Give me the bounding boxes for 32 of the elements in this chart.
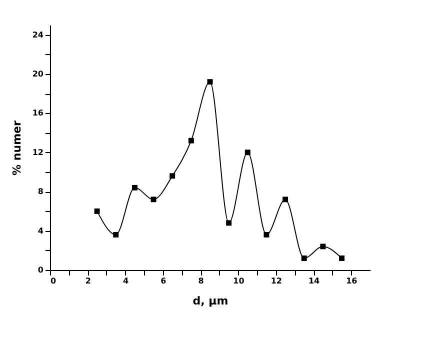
point [226, 220, 232, 226]
y-tick-label: 12 [32, 148, 44, 157]
x-tick-label: 4 [123, 276, 130, 286]
point [264, 232, 270, 238]
x-tick-label: 8 [198, 276, 204, 286]
x-tick-label: 14 [308, 276, 320, 286]
point [301, 256, 307, 261]
point [150, 196, 156, 202]
y-tick-label: 24 [32, 30, 44, 40]
x-tick-label: 16 [346, 276, 358, 286]
point [113, 232, 119, 238]
point [339, 256, 345, 261]
x-tick-label: 6 [160, 276, 167, 286]
point [94, 208, 100, 214]
point [170, 173, 176, 179]
y-tick-label: 20 [32, 70, 44, 78]
y-tick-label: 16 [32, 108, 44, 118]
point [282, 196, 288, 202]
x-axis-title: d, μm [192, 294, 228, 308]
y-tick-label: 4 [38, 226, 44, 236]
y-axis-title: % numer [10, 120, 24, 176]
x-tick-label: 0 [50, 276, 56, 286]
x-tick-label: 2 [85, 276, 91, 286]
point [188, 138, 194, 144]
x-tick-label: 10 [233, 276, 245, 286]
point [207, 79, 213, 85]
point [132, 184, 138, 190]
x-tick-label: 12 [270, 276, 282, 286]
point [244, 150, 250, 156]
y-tick-label: 8 [38, 187, 44, 196]
point [320, 244, 326, 250]
y-tick-label: 0 [38, 266, 44, 274]
